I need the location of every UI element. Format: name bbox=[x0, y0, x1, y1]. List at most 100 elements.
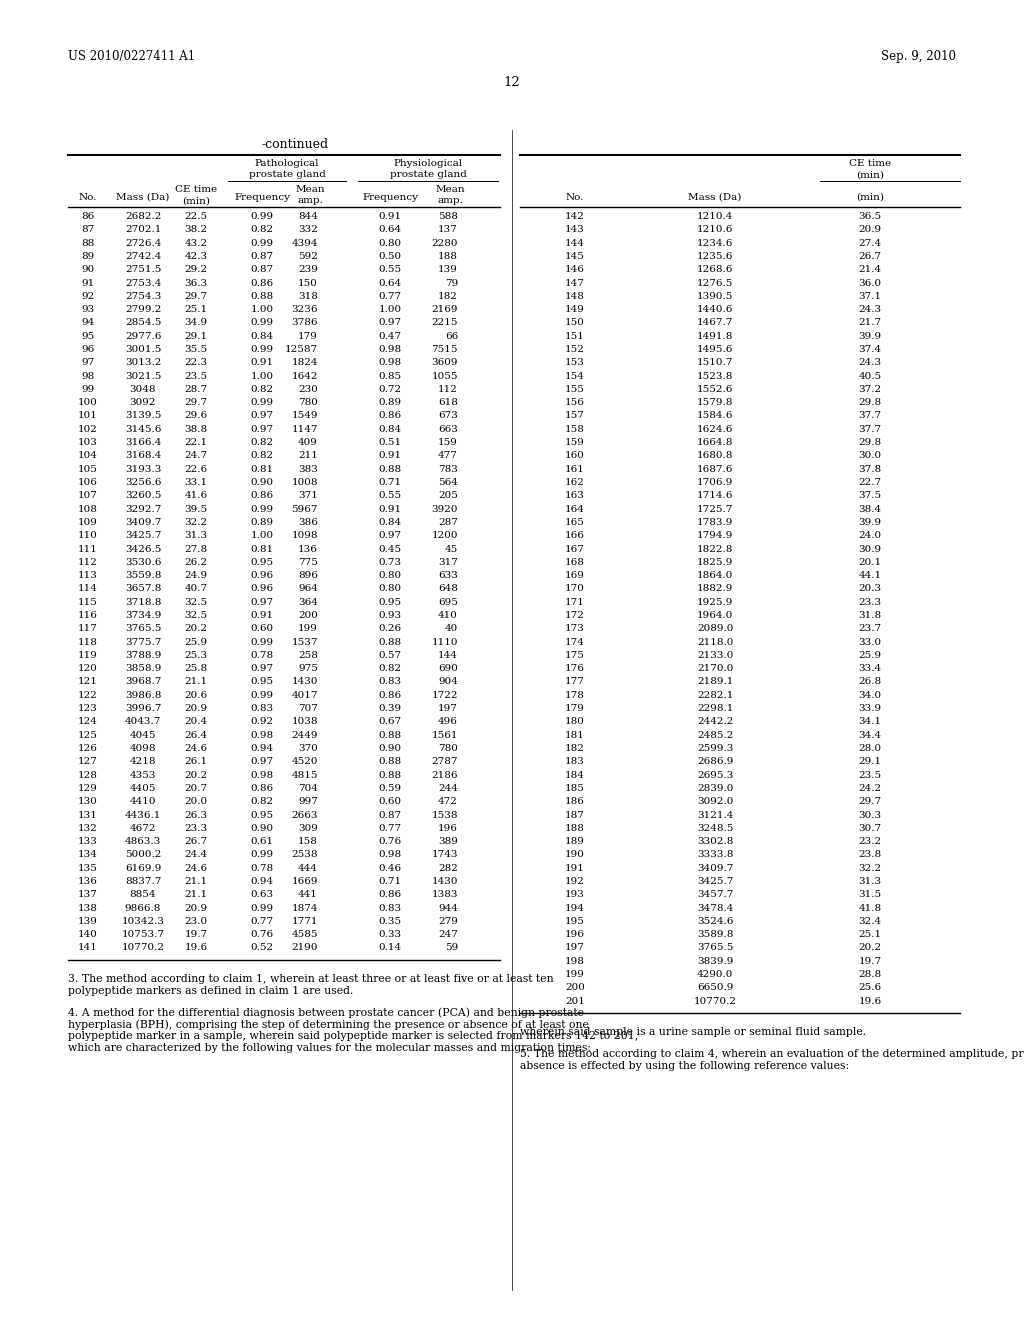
Text: 944: 944 bbox=[438, 904, 458, 912]
Text: 29.6: 29.6 bbox=[184, 412, 208, 421]
Text: 2854.5: 2854.5 bbox=[125, 318, 161, 327]
Text: 1537: 1537 bbox=[292, 638, 318, 647]
Text: 24.2: 24.2 bbox=[858, 784, 882, 793]
Text: 199: 199 bbox=[565, 970, 585, 979]
Text: 2695.3: 2695.3 bbox=[696, 771, 733, 780]
Text: 0.46: 0.46 bbox=[379, 863, 401, 873]
Text: 29.1: 29.1 bbox=[184, 331, 208, 341]
Text: 26.1: 26.1 bbox=[184, 758, 208, 767]
Text: 2282.1: 2282.1 bbox=[696, 690, 733, 700]
Text: 0.89: 0.89 bbox=[251, 517, 273, 527]
Text: 0.78: 0.78 bbox=[251, 651, 273, 660]
Text: 4394: 4394 bbox=[292, 239, 318, 248]
Text: 1642: 1642 bbox=[292, 372, 318, 380]
Text: 107: 107 bbox=[78, 491, 98, 500]
Text: 33.1: 33.1 bbox=[184, 478, 208, 487]
Text: 1234.6: 1234.6 bbox=[696, 239, 733, 248]
Text: 36.3: 36.3 bbox=[184, 279, 208, 288]
Text: Mean
amp.: Mean amp. bbox=[435, 185, 465, 205]
Text: 2726.4: 2726.4 bbox=[125, 239, 161, 248]
Text: 117: 117 bbox=[78, 624, 98, 634]
Text: 24.0: 24.0 bbox=[858, 531, 882, 540]
Text: 45: 45 bbox=[444, 544, 458, 553]
Text: 1669: 1669 bbox=[292, 876, 318, 886]
Text: 25.6: 25.6 bbox=[858, 983, 882, 993]
Text: 144: 144 bbox=[438, 651, 458, 660]
Text: 1794.9: 1794.9 bbox=[696, 531, 733, 540]
Text: Mean
amp.: Mean amp. bbox=[295, 185, 325, 205]
Text: 0.82: 0.82 bbox=[379, 664, 401, 673]
Text: 35.5: 35.5 bbox=[184, 345, 208, 354]
Text: 0.99: 0.99 bbox=[251, 904, 273, 912]
Text: 110: 110 bbox=[78, 531, 98, 540]
Text: 28.8: 28.8 bbox=[858, 970, 882, 979]
Text: 0.84: 0.84 bbox=[379, 425, 401, 434]
Text: 0.59: 0.59 bbox=[379, 784, 401, 793]
Text: 23.0: 23.0 bbox=[184, 917, 208, 925]
Text: 2215: 2215 bbox=[431, 318, 458, 327]
Text: 3425.7: 3425.7 bbox=[125, 531, 161, 540]
Text: 38.8: 38.8 bbox=[184, 425, 208, 434]
Text: 282: 282 bbox=[438, 863, 458, 873]
Text: 150: 150 bbox=[565, 318, 585, 327]
Text: 3139.5: 3139.5 bbox=[125, 412, 161, 421]
Text: 188: 188 bbox=[565, 824, 585, 833]
Text: 12: 12 bbox=[504, 77, 520, 88]
Text: 3530.6: 3530.6 bbox=[125, 558, 161, 566]
Text: 0.80: 0.80 bbox=[379, 572, 401, 579]
Text: 0.97: 0.97 bbox=[379, 318, 401, 327]
Text: 182: 182 bbox=[438, 292, 458, 301]
Text: 3718.8: 3718.8 bbox=[125, 598, 161, 607]
Text: 3168.4: 3168.4 bbox=[125, 451, 161, 461]
Text: 29.7: 29.7 bbox=[184, 399, 208, 407]
Text: 2170.0: 2170.0 bbox=[696, 664, 733, 673]
Text: 189: 189 bbox=[565, 837, 585, 846]
Text: 1430: 1430 bbox=[292, 677, 318, 686]
Text: 844: 844 bbox=[298, 213, 318, 220]
Text: 40.5: 40.5 bbox=[858, 372, 882, 380]
Text: 25.1: 25.1 bbox=[184, 305, 208, 314]
Text: 159: 159 bbox=[438, 438, 458, 447]
Text: 1664.8: 1664.8 bbox=[696, 438, 733, 447]
Text: 59: 59 bbox=[444, 944, 458, 953]
Text: 139: 139 bbox=[438, 265, 458, 275]
Text: 34.9: 34.9 bbox=[184, 318, 208, 327]
Text: 332: 332 bbox=[298, 226, 318, 235]
Text: 23.5: 23.5 bbox=[184, 372, 208, 380]
Text: 200: 200 bbox=[565, 983, 585, 993]
Text: 0.33: 0.33 bbox=[379, 931, 401, 940]
Text: 115: 115 bbox=[78, 598, 98, 607]
Text: 383: 383 bbox=[298, 465, 318, 474]
Text: 0.86: 0.86 bbox=[379, 890, 401, 899]
Text: 197: 197 bbox=[438, 704, 458, 713]
Text: 4290.0: 4290.0 bbox=[696, 970, 733, 979]
Text: 4815: 4815 bbox=[292, 771, 318, 780]
Text: 21.7: 21.7 bbox=[858, 318, 882, 327]
Text: 2118.0: 2118.0 bbox=[696, 638, 733, 647]
Text: 1055: 1055 bbox=[431, 372, 458, 380]
Text: 964: 964 bbox=[298, 585, 318, 594]
Text: 37.7: 37.7 bbox=[858, 425, 882, 434]
Text: 2449: 2449 bbox=[292, 731, 318, 739]
Text: 125: 125 bbox=[78, 731, 98, 739]
Text: 370: 370 bbox=[298, 744, 318, 752]
Text: 0.99: 0.99 bbox=[251, 213, 273, 220]
Text: 167: 167 bbox=[565, 544, 585, 553]
Text: 1200: 1200 bbox=[431, 531, 458, 540]
Text: 124: 124 bbox=[78, 717, 98, 726]
Text: 199: 199 bbox=[298, 624, 318, 634]
Text: 410: 410 bbox=[438, 611, 458, 620]
Text: US 2010/0227411 A1: US 2010/0227411 A1 bbox=[68, 50, 196, 63]
Text: 6650.9: 6650.9 bbox=[696, 983, 733, 993]
Text: 103: 103 bbox=[78, 438, 98, 447]
Text: 0.86: 0.86 bbox=[379, 690, 401, 700]
Text: Frequency: Frequency bbox=[362, 193, 418, 202]
Text: 158: 158 bbox=[298, 837, 318, 846]
Text: 88: 88 bbox=[81, 239, 94, 248]
Text: 3166.4: 3166.4 bbox=[125, 438, 161, 447]
Text: 29.7: 29.7 bbox=[858, 797, 882, 807]
Text: 0.77: 0.77 bbox=[379, 292, 401, 301]
Text: 0.91: 0.91 bbox=[379, 213, 401, 220]
Text: 3425.7: 3425.7 bbox=[696, 876, 733, 886]
Text: 149: 149 bbox=[565, 305, 585, 314]
